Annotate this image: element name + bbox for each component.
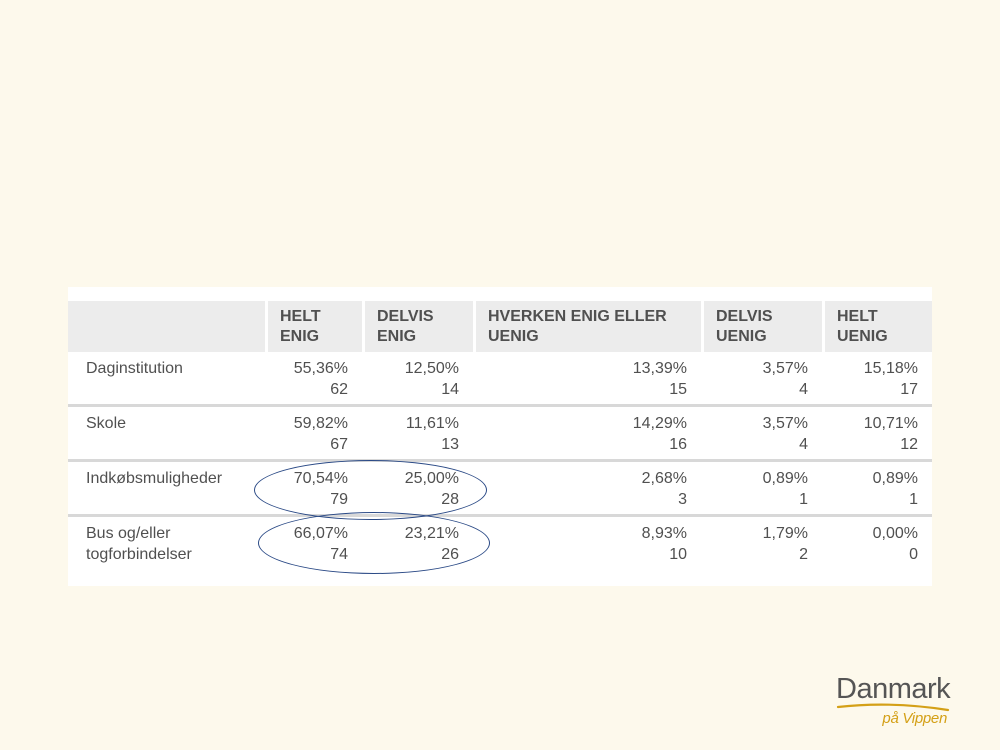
survey-table-panel: HELT ENIG DELVIS ENIG HVERKEN ENIG ELLER…	[68, 287, 932, 586]
cell-helt-enig: 70,54% 79	[265, 462, 362, 517]
cell-delvis-uenig: 0,89% 1	[701, 462, 822, 517]
logo-underline-icon	[836, 703, 950, 712]
cell-delvis-enig: 11,61% 13	[362, 407, 473, 462]
header-helt-enig: HELT ENIG	[265, 301, 362, 352]
row-label: Daginstitution	[68, 352, 265, 407]
cell-delvis-uenig: 3,57% 4	[701, 352, 822, 407]
cell-helt-enig: 66,07% 74	[293, 525, 348, 563]
header-hverken: HVERKEN ENIG ELLER UENIG	[473, 301, 701, 352]
cell-helt-enig: 59,82% 67	[265, 407, 362, 462]
table-row-daginstitution: Daginstitution 55,36% 62 12,50% 14 13,39% 1…	[68, 352, 932, 407]
danmark-paa-vippen-logo: Danmark på Vippen	[836, 672, 951, 734]
header-delvis-uenig: DELVIS UENIG	[701, 301, 822, 352]
cell-helt-uenig: 15,18% 17	[822, 352, 932, 407]
cell-helt-uenig: 0,00% 0	[872, 525, 918, 563]
table-row-indkobsmuligheder: Indkøbsmuligheder 70,54% 79 25,00% 28 2,68…	[68, 462, 932, 517]
table-row-bus-tog: Bus og/eller togforbindelser 66,07% 74 23…	[68, 517, 932, 582]
logo-wordmark: Danmark	[836, 673, 951, 705]
table-row-skole: Skole 59,82% 67 11,61% 13 14,29% 16 3,57% 4 …	[68, 407, 932, 462]
header-empty	[68, 301, 265, 352]
logo-tagline: på Vippen	[882, 710, 947, 727]
cell-delvis-enig: 23,21% 26	[404, 525, 459, 563]
survey-table: HELT ENIG DELVIS ENIG HVERKEN ENIG ELLER…	[68, 301, 932, 582]
cell-hverken: 8,93% 10	[641, 525, 687, 563]
cell-helt-uenig: 0,89% 1	[822, 462, 932, 517]
row-label: Indkøbsmuligheder	[68, 462, 265, 517]
cell-delvis-enig: 12,50% 14	[362, 352, 473, 407]
cell-hverken: 2,68% 3	[473, 462, 701, 517]
cell-helt-uenig: 10,71% 12	[822, 407, 932, 462]
header-delvis-enig: DELVIS ENIG	[362, 301, 473, 352]
cell-hverken: 13,39% 15	[473, 352, 701, 407]
row-label: Bus og/eller togforbindelser	[86, 525, 192, 563]
cell-helt-enig: 55,36% 62	[265, 352, 362, 407]
cell-hverken: 14,29% 16	[473, 407, 701, 462]
header-row: HELT ENIG DELVIS ENIG HVERKEN ENIG ELLER…	[68, 301, 932, 352]
row-label: Skole	[68, 407, 265, 462]
cell-delvis-uenig: 1,79% 2	[762, 525, 808, 563]
cell-delvis-enig: 25,00% 28	[362, 462, 473, 517]
header-helt-uenig: HELT UENIG	[822, 301, 932, 352]
cell-delvis-uenig: 3,57% 4	[701, 407, 822, 462]
